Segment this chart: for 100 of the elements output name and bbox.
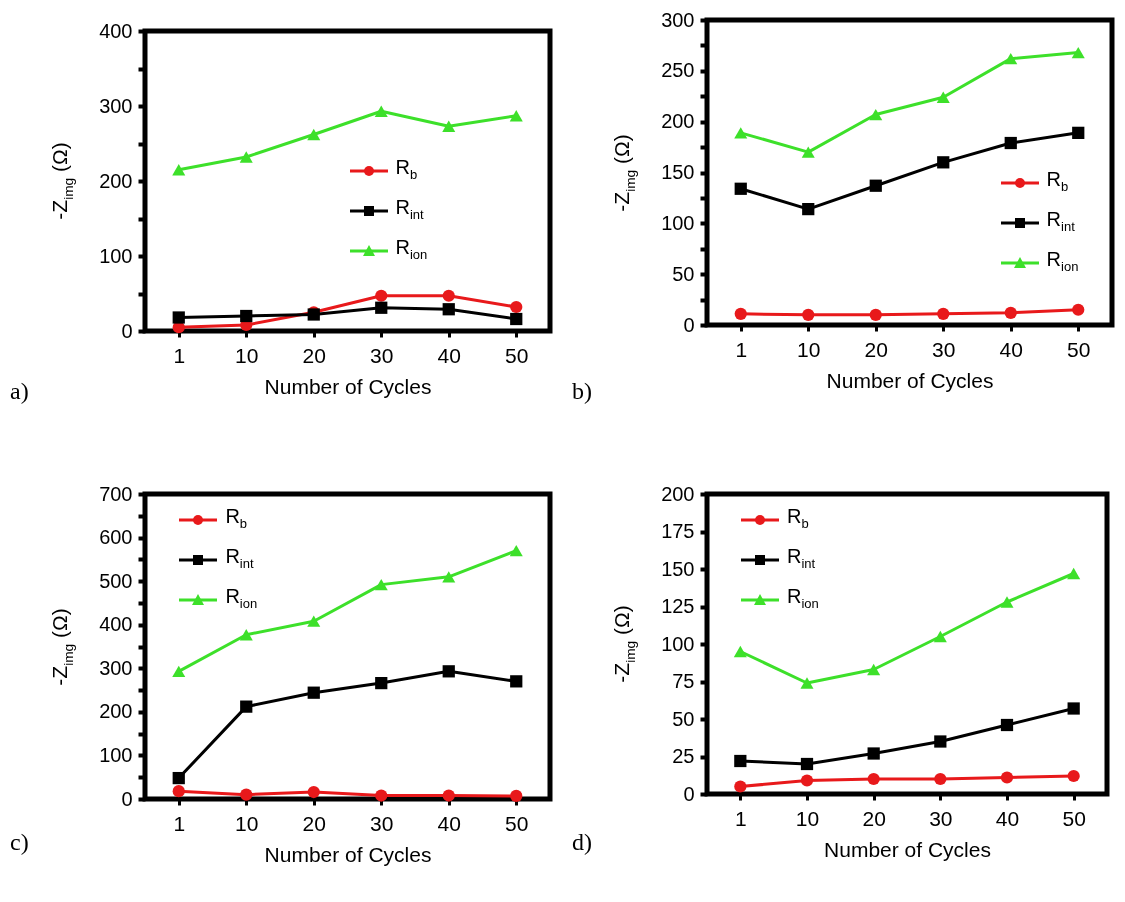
point bbox=[307, 128, 321, 141]
point bbox=[172, 665, 186, 677]
point bbox=[1072, 126, 1085, 139]
x-tick-label: 40 bbox=[995, 806, 1020, 830]
point bbox=[240, 309, 253, 323]
point bbox=[801, 146, 815, 158]
point bbox=[800, 774, 814, 787]
legend-label: R$_{b}$ bbox=[1046, 167, 1069, 197]
y-tick-label: 400 bbox=[99, 613, 133, 636]
point bbox=[509, 545, 523, 557]
point bbox=[442, 789, 455, 802]
y-tick-label: 50 bbox=[672, 707, 695, 730]
y-tick-label: 500 bbox=[99, 569, 133, 592]
point bbox=[374, 578, 388, 591]
x-tick-label: 10 bbox=[235, 811, 259, 835]
point bbox=[734, 127, 748, 139]
legend-label: R$_{ion}$ bbox=[225, 584, 258, 614]
y-tick-label: 100 bbox=[661, 211, 695, 234]
y-tick-label: 250 bbox=[661, 59, 695, 82]
point bbox=[1000, 596, 1014, 608]
point bbox=[442, 289, 455, 302]
y-tick-label: 125 bbox=[661, 595, 695, 617]
text: c) bbox=[10, 829, 29, 856]
y-tick-label: 150 bbox=[661, 161, 695, 183]
point bbox=[307, 686, 320, 699]
point bbox=[934, 735, 947, 748]
x-axis-title: Number of Cycles bbox=[824, 837, 991, 861]
legend-label: R$_{ion}$ bbox=[1046, 247, 1079, 277]
point bbox=[240, 700, 253, 713]
point bbox=[172, 785, 185, 798]
x-tick-label: 50 bbox=[505, 343, 529, 367]
y-tick-label: 100 bbox=[99, 743, 133, 766]
point bbox=[936, 91, 950, 103]
x-tick-label: 20 bbox=[302, 811, 326, 835]
y-tick-label: 600 bbox=[99, 526, 133, 549]
y-tick-label: 100 bbox=[661, 632, 695, 655]
x-tick-label: 20 bbox=[864, 337, 888, 361]
x-tick-label: 1 bbox=[173, 343, 186, 367]
x-tick-label: 30 bbox=[370, 343, 394, 367]
point bbox=[869, 108, 883, 121]
legend-label: R$_{int}$ bbox=[395, 195, 424, 224]
point bbox=[172, 164, 186, 176]
point bbox=[867, 772, 880, 786]
point bbox=[937, 156, 950, 169]
point bbox=[734, 307, 747, 320]
point bbox=[1071, 46, 1085, 59]
point bbox=[442, 571, 456, 583]
text: d) bbox=[572, 829, 592, 856]
point bbox=[375, 789, 388, 802]
y-tick-label: 200 bbox=[99, 700, 133, 723]
point bbox=[172, 771, 185, 785]
point bbox=[307, 785, 320, 799]
point bbox=[510, 300, 523, 314]
y-tick-label: 0 bbox=[121, 787, 133, 810]
y-tick-label: 0 bbox=[121, 319, 133, 342]
point bbox=[1067, 769, 1080, 783]
point bbox=[510, 312, 523, 326]
point bbox=[867, 747, 880, 760]
legend-label: R$_{b}$ bbox=[787, 504, 809, 533]
legend-label: R$_{int}$ bbox=[1046, 207, 1075, 237]
x-tick-label: 50 bbox=[1067, 337, 1091, 361]
point bbox=[867, 663, 881, 676]
point bbox=[307, 615, 321, 627]
x-tick-label: 40 bbox=[437, 343, 461, 367]
point bbox=[734, 754, 747, 768]
y-tick-label: 50 bbox=[672, 262, 695, 285]
point bbox=[937, 307, 950, 320]
y-tick-label: 150 bbox=[661, 557, 695, 580]
point bbox=[1004, 306, 1017, 319]
legend-label: R$_{int}$ bbox=[225, 544, 254, 574]
point bbox=[442, 665, 455, 678]
point bbox=[375, 676, 388, 690]
point bbox=[442, 303, 455, 316]
y-tick-label: 300 bbox=[99, 94, 133, 117]
legend-label: R$_{b}$ bbox=[225, 504, 248, 534]
x-tick-label: 50 bbox=[1062, 806, 1086, 830]
y-tick-label: 300 bbox=[99, 656, 133, 679]
x-tick-label: 10 bbox=[795, 806, 820, 830]
y-tick-label: 175 bbox=[661, 520, 695, 542]
point bbox=[800, 757, 814, 771]
x-tick-label: 10 bbox=[797, 337, 821, 361]
y-tick-label: 0 bbox=[683, 782, 695, 805]
point bbox=[1072, 303, 1085, 316]
x-tick-label: 30 bbox=[370, 811, 394, 835]
text: b) bbox=[572, 378, 592, 405]
point bbox=[800, 677, 814, 689]
point bbox=[239, 151, 253, 163]
point bbox=[510, 675, 523, 688]
point bbox=[172, 311, 185, 324]
y-tick-label: 700 bbox=[99, 482, 133, 505]
point bbox=[1067, 567, 1081, 580]
x-tick-label: 1 bbox=[734, 806, 747, 830]
point bbox=[374, 105, 388, 117]
point bbox=[1000, 718, 1014, 732]
point bbox=[1004, 52, 1018, 65]
x-axis-title: Number of Cycles bbox=[826, 368, 994, 392]
x-tick-label: 1 bbox=[735, 337, 748, 361]
y-tick-label: 200 bbox=[661, 482, 695, 505]
x-tick-label: 30 bbox=[932, 337, 956, 361]
x-tick-label: 20 bbox=[302, 343, 326, 367]
